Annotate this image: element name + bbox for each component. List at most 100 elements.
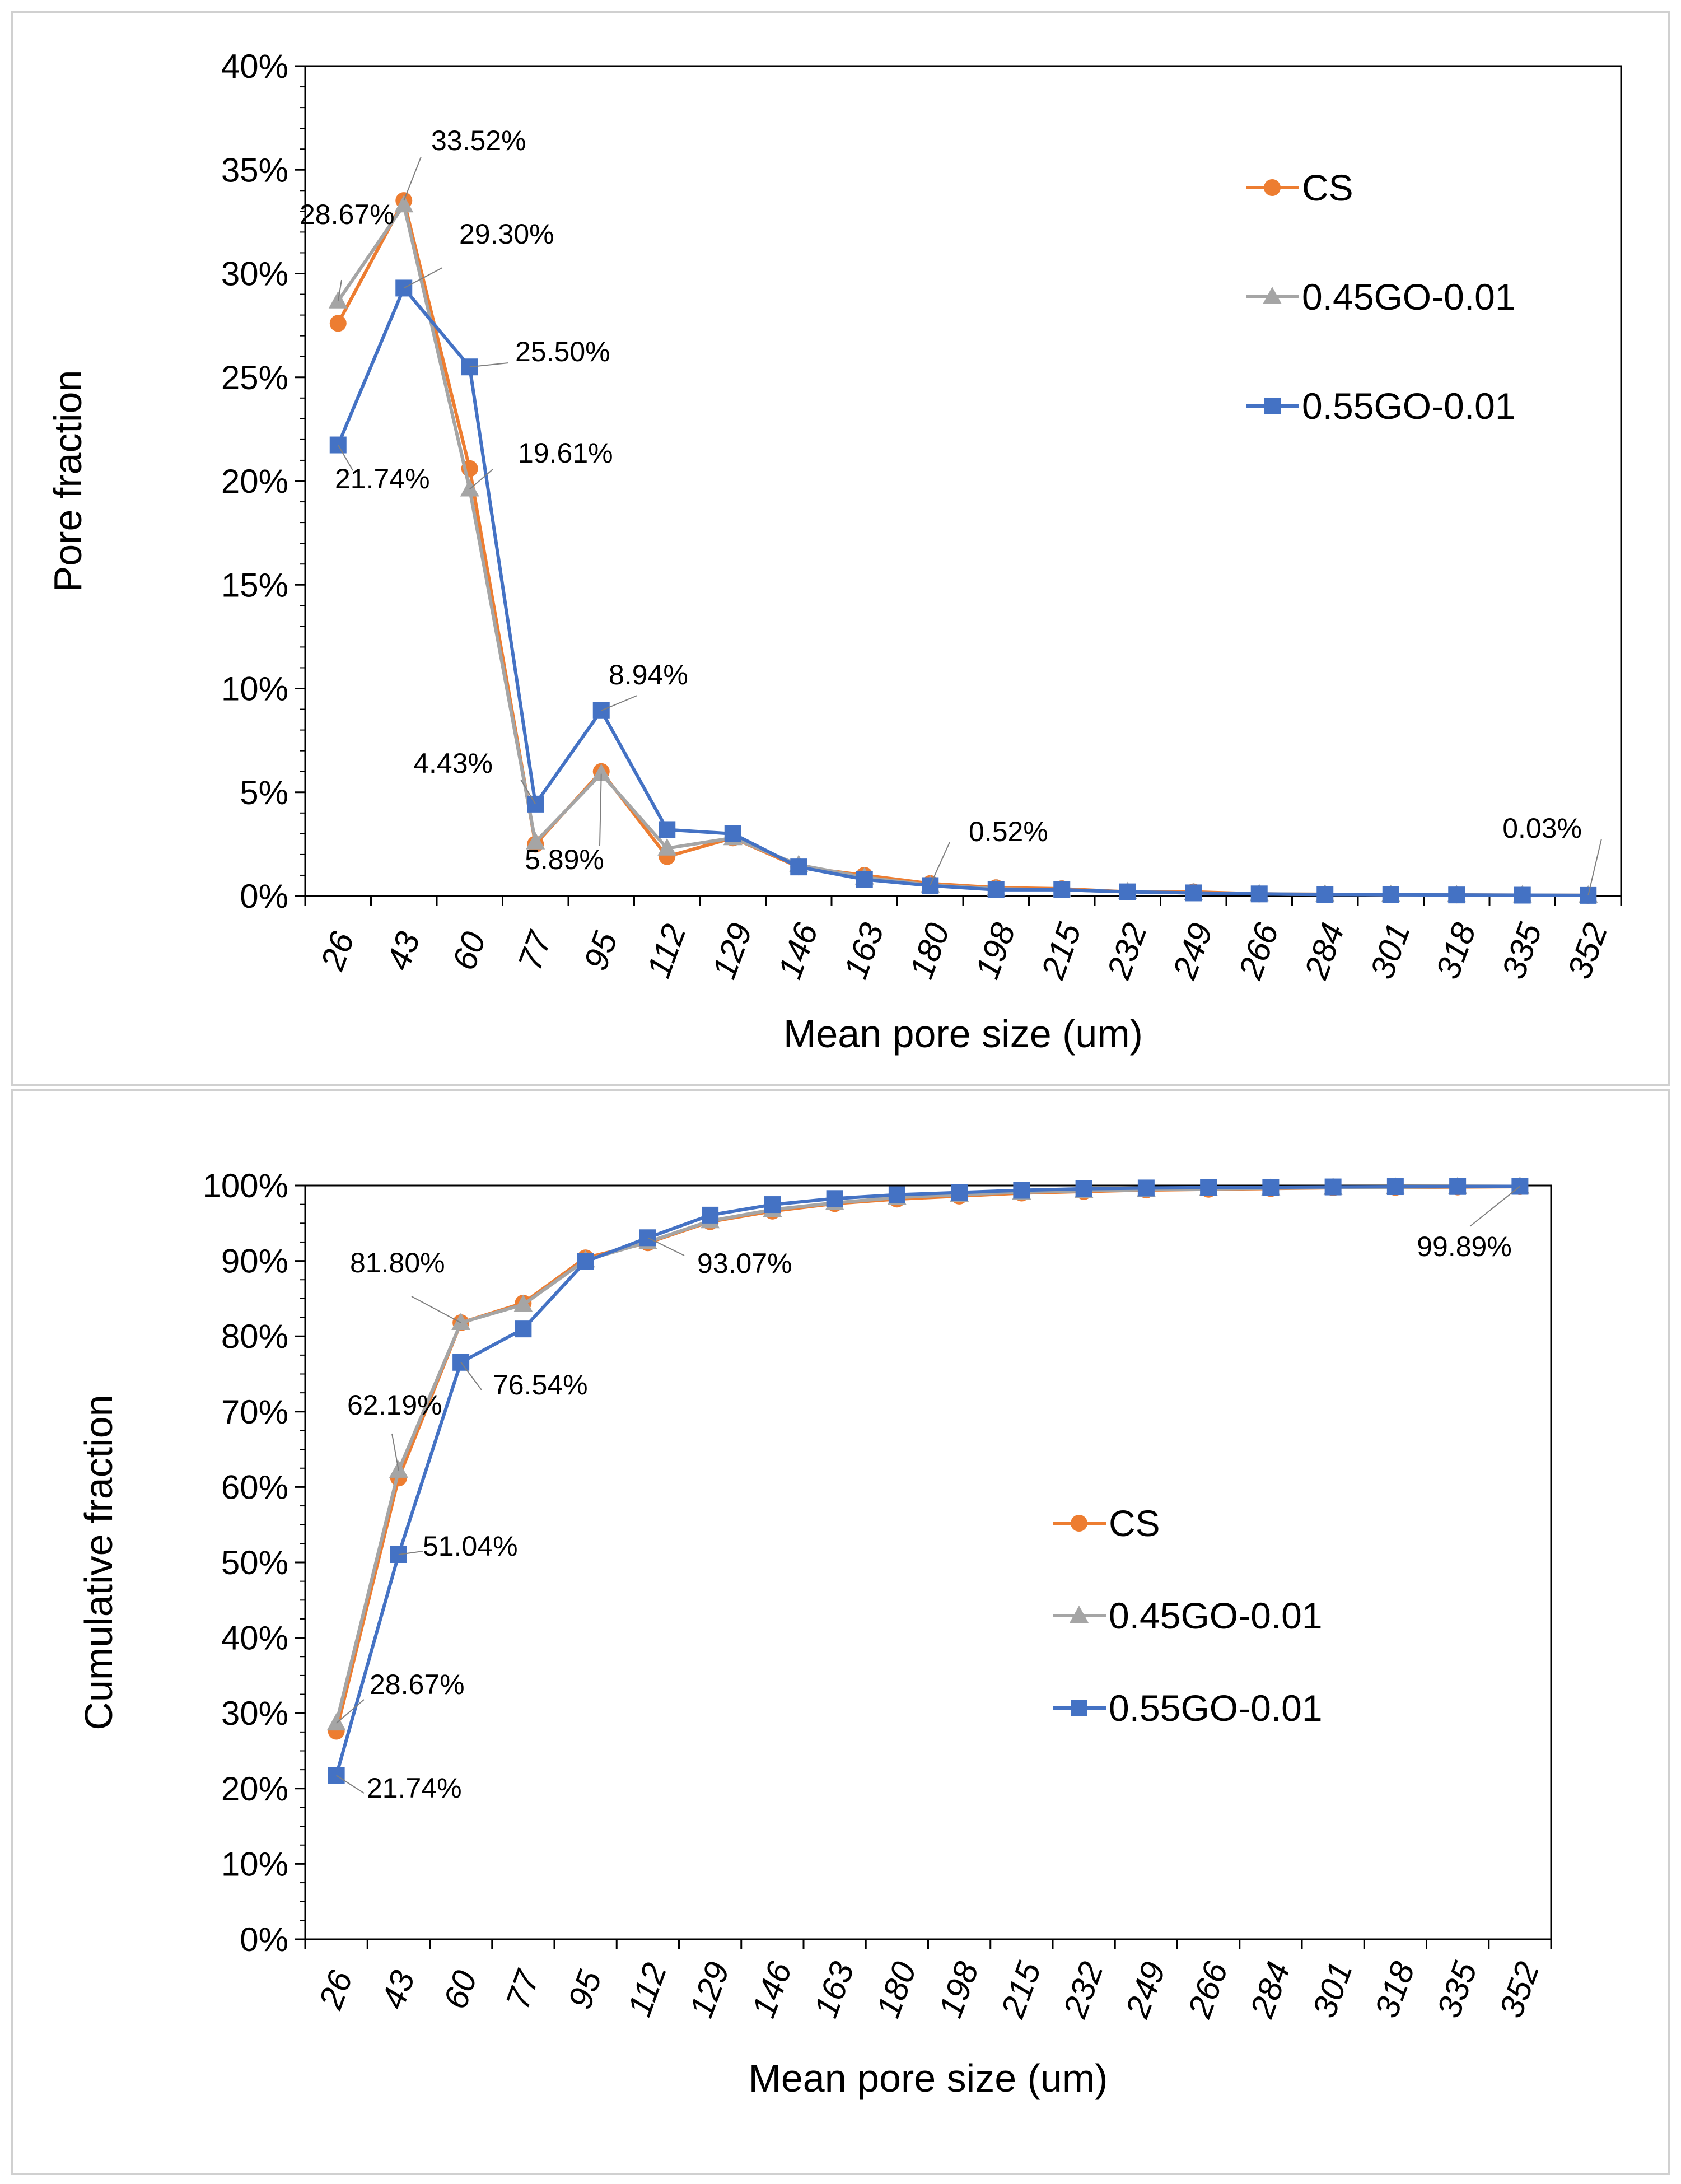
data-label: 81.80% <box>350 1247 445 1278</box>
y-tick-label: 70% <box>221 1393 288 1431</box>
data-label: 21.74% <box>335 463 430 494</box>
data-label: 29.30% <box>459 218 554 250</box>
data-point <box>1316 886 1334 903</box>
data-point <box>1053 881 1071 898</box>
legend-marker <box>1070 1606 1089 1623</box>
data-point <box>1185 884 1202 902</box>
data-point <box>515 1320 532 1338</box>
chart-2-frame <box>11 1089 1670 2175</box>
data-point <box>987 881 1005 898</box>
y-tick-label: 10% <box>221 670 288 708</box>
data-point <box>1013 1182 1030 1199</box>
data-label: 8.94% <box>609 659 688 690</box>
data-label: 21.74% <box>367 1772 462 1804</box>
y-tick-label: 90% <box>221 1243 288 1280</box>
data-label: 25.50% <box>515 336 610 367</box>
leader-line <box>1587 838 1602 896</box>
y-tick-label: 15% <box>221 566 288 604</box>
leader-line <box>411 1296 461 1323</box>
chart-1-frame <box>11 11 1670 1086</box>
data-label: 51.04% <box>423 1530 518 1562</box>
data-point <box>922 877 939 894</box>
y-tick-label: 20% <box>221 463 288 500</box>
data-point <box>1250 885 1268 903</box>
data-point <box>329 315 347 332</box>
data-point <box>1137 1179 1155 1197</box>
leader-line <box>398 1551 423 1555</box>
leader-line <box>403 156 422 201</box>
data-point <box>1075 1180 1092 1197</box>
legend-marker <box>1071 1700 1087 1716</box>
data-point <box>1448 886 1465 904</box>
data-point <box>856 871 873 888</box>
y-tick-label: 50% <box>221 1544 288 1581</box>
data-point <box>577 1253 594 1270</box>
leader-line <box>601 695 638 711</box>
data-point <box>460 479 479 497</box>
data-label: 28.67% <box>370 1669 465 1700</box>
data-point <box>394 195 414 213</box>
leader-line <box>337 445 353 471</box>
y-tick-label: 30% <box>221 1695 288 1732</box>
data-point <box>1514 886 1531 904</box>
data-label: 93.07% <box>697 1248 792 1279</box>
y-tick-label: 0% <box>240 1921 288 1958</box>
data-label: 62.19% <box>347 1389 442 1421</box>
leader-line <box>391 1433 399 1471</box>
data-point <box>659 821 676 838</box>
leader-line <box>599 773 602 846</box>
y-tick-label: 60% <box>221 1468 288 1506</box>
legend-label: 0.45GO-0.01 <box>1109 1595 1323 1636</box>
data-point <box>826 1190 843 1207</box>
data-point <box>702 1206 719 1224</box>
legend-marker <box>1264 398 1281 414</box>
leader-line <box>647 1237 685 1256</box>
data-point <box>591 763 611 781</box>
data-point <box>326 1713 346 1731</box>
x-axis-title: Mean pore size (um) <box>749 2056 1108 2100</box>
leader-line <box>403 267 443 289</box>
data-point <box>764 1196 781 1214</box>
y-tick-label: 35% <box>221 151 288 189</box>
legend-label: CS <box>1109 1502 1160 1544</box>
series-line-2 <box>334 1184 1520 1776</box>
data-label: 33.52% <box>431 125 526 156</box>
legend-label: 0.55GO-0.01 <box>1109 1687 1323 1729</box>
legend-label: CS <box>1302 167 1353 208</box>
data-point <box>513 1294 533 1312</box>
data-point <box>1200 1179 1217 1196</box>
data-label: 4.43% <box>413 748 493 779</box>
data-point <box>1386 1178 1404 1196</box>
y-tick-label: 30% <box>221 255 288 293</box>
data-label: 0.52% <box>969 816 1048 847</box>
legend-label: 0.55GO-0.01 <box>1302 385 1516 427</box>
data-point <box>951 1184 968 1201</box>
leader-line <box>930 842 950 886</box>
data-label: 19.61% <box>518 437 613 469</box>
x-axis-title: Mean pore size (um) <box>783 1012 1143 1056</box>
leader-line <box>1469 1186 1520 1227</box>
legend-marker <box>1263 287 1282 304</box>
data-point <box>724 825 741 842</box>
y-tick-label: 25% <box>221 359 288 396</box>
data-point <box>1382 886 1399 903</box>
data-point <box>1262 1179 1280 1196</box>
data-point <box>1449 1178 1467 1195</box>
leader-line <box>469 362 509 368</box>
y-tick-label: 80% <box>221 1318 288 1355</box>
data-point <box>526 832 545 850</box>
y-tick-label: 5% <box>240 774 288 811</box>
y-tick-label: 40% <box>221 1620 288 1657</box>
data-label: 76.54% <box>493 1369 588 1401</box>
data-point <box>790 858 807 876</box>
leader-line <box>335 1699 365 1724</box>
data-label: 5.89% <box>525 844 604 875</box>
leader-line <box>520 779 536 805</box>
data-point <box>657 838 677 856</box>
leader-line <box>469 469 493 490</box>
y-tick-label: 10% <box>221 1845 288 1883</box>
legend-label: 0.45GO-0.01 <box>1302 276 1516 318</box>
y-tick-label: 0% <box>240 878 288 915</box>
y-axis-title: Pore fraction <box>46 370 90 592</box>
